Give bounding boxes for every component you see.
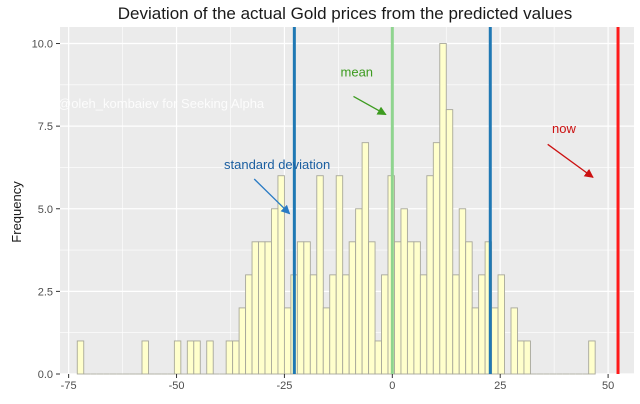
histogram-bar <box>193 340 201 375</box>
histogram-bar <box>316 175 324 375</box>
histogram-bar <box>309 274 318 375</box>
histogram-bar <box>342 274 350 375</box>
histogram-bar <box>445 109 454 375</box>
histogram-bar <box>517 340 525 375</box>
histogram-bar <box>355 208 363 375</box>
annotation-label: mean <box>341 65 374 80</box>
chart-title: Deviation of the actual Gold prices from… <box>118 4 573 23</box>
x-tick-label: -50 <box>169 380 185 392</box>
histogram-bar <box>361 142 370 375</box>
y-tick-label: 5.0 <box>38 204 53 216</box>
histogram-bar <box>400 208 408 375</box>
x-tick-label: 0 <box>389 380 395 392</box>
histogram-bar <box>439 43 447 375</box>
histogram-bar <box>588 340 596 375</box>
histogram-bar <box>186 340 195 375</box>
histogram-bar <box>225 340 234 375</box>
histogram-bar <box>264 241 272 375</box>
histogram-bar <box>335 175 344 375</box>
histogram-bar <box>232 340 240 375</box>
histogram-bar <box>510 307 518 375</box>
y-axis-ticks: 0.0 2.5 5.0 7.5 10.0 <box>32 39 60 381</box>
histogram-bar <box>465 241 473 375</box>
histogram-bar <box>426 175 434 375</box>
annotation-arrow <box>547 143 594 178</box>
histogram-bar <box>329 274 337 375</box>
histogram-bar <box>419 274 428 375</box>
x-tick-label: 50 <box>602 380 614 392</box>
reference-lines <box>292 27 620 374</box>
histogram-bar <box>471 307 480 375</box>
grid-lines <box>60 27 634 375</box>
annotation-label: standard deviation <box>224 157 330 172</box>
histogram-bar <box>245 274 253 375</box>
histogram-bar <box>322 307 331 375</box>
annotations: mean standard deviation now <box>224 65 594 215</box>
x-tick-label: -25 <box>276 380 292 392</box>
histogram-bar <box>303 241 311 375</box>
y-tick-label: 10.0 <box>32 39 53 51</box>
histogram-bar <box>283 307 292 375</box>
histogram-bar <box>238 307 247 375</box>
y-tick-label: 0.0 <box>38 369 53 381</box>
histogram-bar <box>258 241 266 375</box>
y-tick-label: 2.5 <box>38 286 53 298</box>
y-tick-label: 7.5 <box>38 121 53 133</box>
annotation-arrow <box>353 95 387 116</box>
x-tick-label: 25 <box>494 380 506 392</box>
histogram-bar <box>491 307 499 375</box>
histogram-bar <box>368 241 376 375</box>
y-axis-label: Frequency <box>9 181 24 243</box>
histogram-bar <box>394 241 402 375</box>
histogram-bar <box>277 175 285 375</box>
histogram-bar <box>452 274 460 375</box>
x-axis-ticks: -75 -50 -25 0 25 50 <box>61 374 614 392</box>
annotation-arrow <box>253 178 291 215</box>
histogram-bar <box>497 274 505 375</box>
histogram-bar <box>206 340 214 375</box>
histogram-bar <box>141 340 149 375</box>
histogram-bar <box>251 241 259 375</box>
histogram-bar <box>478 274 486 375</box>
histogram-bar <box>523 340 531 375</box>
histogram-bar <box>271 208 279 375</box>
histogram-bar <box>458 208 467 375</box>
histogram-bar <box>413 241 421 375</box>
histogram-bar <box>296 241 305 375</box>
x-tick-label: -75 <box>61 380 77 392</box>
annotation-label: now <box>552 121 576 136</box>
watermark-text: @oleh_kombaiev for Seeking Alpha <box>58 96 265 111</box>
histogram-bar <box>406 241 415 375</box>
histogram-bar <box>381 274 389 375</box>
histogram-bar <box>432 142 441 375</box>
histogram-bar <box>348 241 357 375</box>
histogram-bar <box>76 340 85 375</box>
histogram-bar <box>374 340 382 375</box>
histogram-bar <box>173 340 182 375</box>
